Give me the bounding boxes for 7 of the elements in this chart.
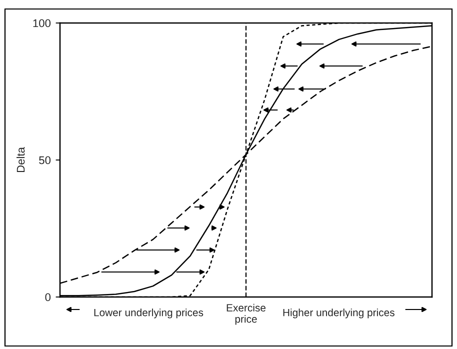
y-tick-label: 100 [33,19,51,28]
text: Lower underlying prices [94,308,204,318]
y-tick-label: 0 [45,293,51,302]
text: Exercise price [226,304,266,325]
y-tick-label: 50 [39,156,51,164]
text: Higher underlying prices [283,308,394,318]
y-axis-title: Delta [16,147,25,172]
